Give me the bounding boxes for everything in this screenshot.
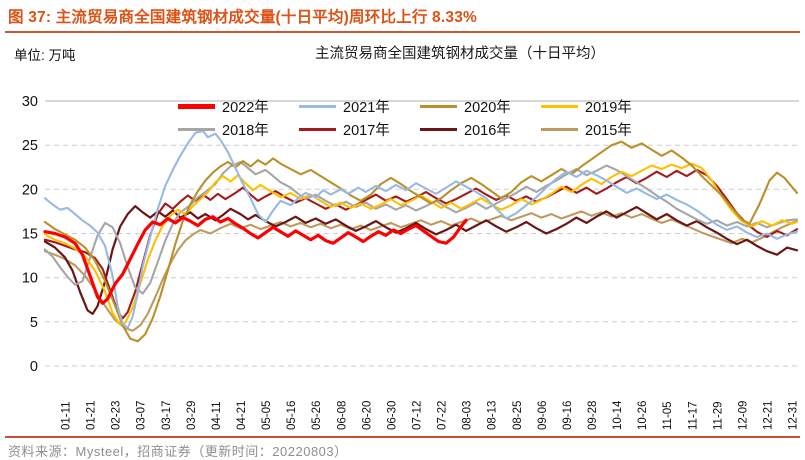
- legend-row-1: 2022年 2021年 2020年 2019年: [178, 95, 738, 118]
- x-tick-label: 03-29: [186, 401, 198, 430]
- x-tick-label: 08-03: [462, 401, 474, 430]
- legend-swatch-2020: [420, 105, 457, 108]
- x-tick-label: 12-09: [737, 401, 749, 430]
- y-tick-label: 20: [22, 182, 38, 198]
- x-tick-label: 05-05: [261, 401, 273, 430]
- legend-label: 2018年: [222, 123, 269, 139]
- x-tick-label: 05-26: [311, 401, 323, 430]
- x-tick-label: 08-13: [487, 401, 499, 430]
- y-tick-label: 25: [22, 138, 38, 154]
- series-line-2017年: [43, 168, 799, 320]
- line-chart-plot: 0 5 10 15 20 25 30 01-11 01-21 02-23 03-07 03-17 03-…: [22, 94, 800, 430]
- y-tick-label: 15: [22, 227, 38, 243]
- legend-swatch-2019: [541, 105, 578, 108]
- source-note: 资料来源：Mysteel，招商证券（更新时间：20220803）: [8, 444, 348, 459]
- legend-label: 2016年: [464, 123, 511, 139]
- y-tick-label: 30: [22, 94, 38, 110]
- legend-swatch-2017: [299, 128, 336, 131]
- x-tick-label: 02-23: [111, 401, 123, 430]
- x-tick-label: 09-06: [537, 401, 549, 430]
- x-tick-label: 01-21: [86, 401, 98, 430]
- series-line-2022年: [43, 215, 468, 305]
- x-tick-label: 05-16: [286, 401, 298, 430]
- x-tick-label: 03-17: [161, 401, 173, 430]
- x-tick-label: 11-29: [712, 401, 724, 430]
- chart-legend: 2022年 2021年 2020年 2019年 2018年 2017年: [178, 95, 738, 141]
- legend-label: 2017年: [343, 123, 390, 139]
- x-tick-label: 06-08: [336, 401, 348, 430]
- legend-item-2016: 2016年: [420, 119, 541, 140]
- x-tick-label: 01-11: [61, 401, 73, 430]
- footer-divider: [5, 436, 800, 438]
- x-tick-label: 11-05: [662, 401, 674, 430]
- y-tick-label: 10: [22, 271, 38, 287]
- legend-item-2015: 2015年: [541, 119, 662, 140]
- y-tick-label: 5: [30, 315, 38, 331]
- figure-title: 图 37: 主流贸易商全国建筑钢材成交量(十日平均)周环比上行 8.33%: [8, 9, 477, 26]
- x-tick-label: 10-26: [637, 401, 649, 430]
- x-tick-label: 10-14: [612, 400, 624, 430]
- x-tick-label: 06-30: [386, 401, 398, 430]
- series-line-2019年: [43, 162, 799, 326]
- legend-label: 2020年: [464, 100, 511, 116]
- x-tick-label: 09-28: [587, 401, 599, 430]
- legend-label: 2022年: [222, 100, 269, 116]
- legend-swatch-2018: [178, 128, 215, 131]
- x-tick-label: 09-16: [562, 401, 574, 430]
- x-tick-label: 03-07: [136, 401, 148, 430]
- unit-label: 单位: 万吨: [14, 48, 76, 63]
- legend-item-2020: 2020年: [420, 96, 541, 117]
- legend-swatch-2015: [541, 128, 578, 131]
- legend-item-2022: 2022年: [178, 96, 299, 117]
- x-tick-label: 12-21: [763, 401, 775, 430]
- legend-swatch-2016: [420, 128, 457, 131]
- series-line-2015年: [43, 210, 799, 332]
- x-tick-label: 07-22: [437, 401, 449, 430]
- legend-item-2019: 2019年: [541, 96, 662, 117]
- legend-label: 2021年: [343, 100, 390, 116]
- x-tick-label: 04-21: [236, 401, 248, 430]
- legend-label: 2015年: [585, 123, 632, 139]
- chart-title: 主流贸易商全国建筑钢材成交量（十日平均）: [315, 46, 605, 62]
- legend-label: 2019年: [585, 100, 632, 116]
- x-tick-label: 11-17: [687, 401, 699, 430]
- series-line-2020年: [43, 140, 799, 343]
- y-tick-label: 0: [30, 359, 38, 375]
- series-line-2021年: [43, 129, 799, 330]
- legend-row-2: 2018年 2017年 2016年 2015年: [178, 118, 738, 141]
- x-tick-label: 04-11: [211, 401, 223, 430]
- title-divider: [5, 31, 800, 33]
- legend-item-2021: 2021年: [299, 96, 420, 117]
- legend-swatch-2022: [178, 104, 215, 109]
- legend-item-2017: 2017年: [299, 119, 420, 140]
- x-tick-label: 12-31: [788, 401, 800, 430]
- legend-swatch-2021: [299, 105, 336, 108]
- x-tick-label: 07-12: [412, 401, 424, 430]
- x-tick-label: 08-25: [512, 401, 524, 430]
- legend-item-2018: 2018年: [178, 119, 299, 140]
- x-tick-label: 06-20: [361, 401, 373, 430]
